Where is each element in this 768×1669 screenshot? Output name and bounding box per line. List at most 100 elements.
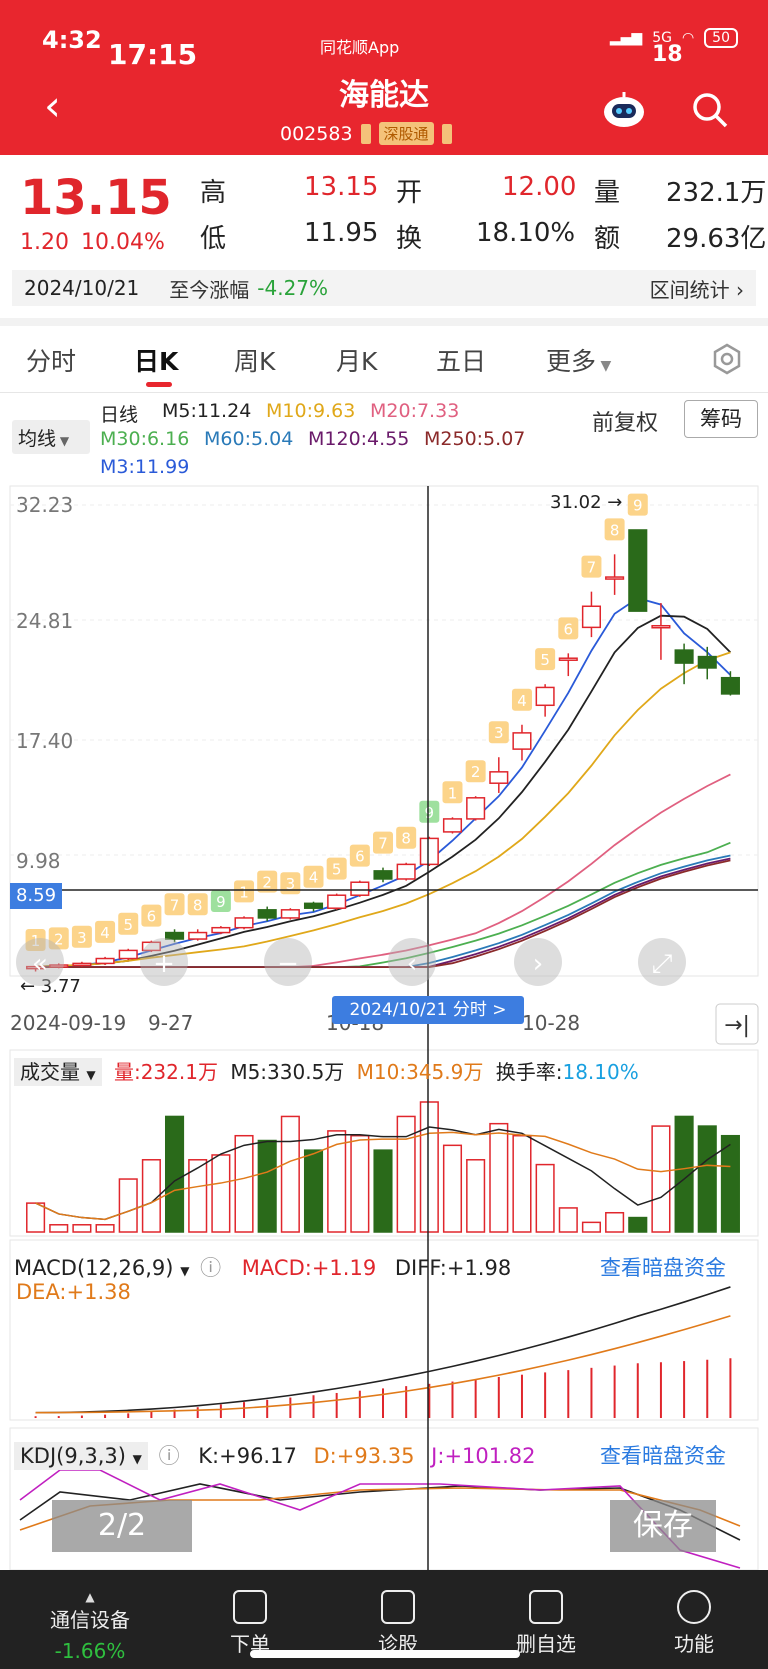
kline-chart[interactable]: 123456789123456789123456789 32.2324.8117… [0, 484, 768, 1570]
dea-line [35, 1315, 731, 1414]
stock-code-line: 002583 深股通 [280, 122, 452, 145]
diagnose-button[interactable]: 诊股 [338, 1590, 458, 1657]
remove-watchlist-button[interactable]: 删自选 [486, 1590, 606, 1657]
volume-header: 成交量 ▼ 量:232.1万 M5:330.5万 M10:345.9万 换手率:… [14, 1056, 639, 1086]
ma30-value: M30:6.16 [100, 428, 190, 450]
count-label-box [465, 760, 486, 783]
count-label-box [118, 912, 139, 935]
count-label-box [558, 617, 579, 640]
ma5-value: M5:11.24 [162, 400, 252, 422]
count-label: 8 [401, 830, 411, 848]
count-label-box [95, 920, 116, 943]
ma-dropdown[interactable]: 均线 ▼ [12, 420, 90, 454]
volume-bar [26, 1202, 46, 1233]
period-tabs: 分时 日K 周K 月K 五日 更多 ▼ [0, 330, 768, 390]
save-button[interactable]: 保存 [610, 1500, 716, 1552]
count-labels: 123456789123456789123456789 [25, 493, 648, 952]
network-label: 5G [652, 30, 672, 46]
jump-end-icon: →| [724, 1013, 750, 1038]
volume-bar [373, 1149, 393, 1233]
count-label-box [349, 844, 370, 867]
count-label: 2 [54, 930, 64, 948]
macd-panel [9, 1239, 759, 1421]
crosshair-price-tag: 8.59 [10, 883, 62, 909]
candle-body [720, 676, 740, 695]
count-label: 5 [540, 651, 550, 669]
low-label: 低 [200, 224, 227, 254]
turnover-value: 18.10% [476, 218, 576, 248]
macd-dark-fund-link[interactable]: 查看暗盘资金 [600, 1256, 726, 1280]
candle-body [188, 931, 208, 940]
candle-body [234, 917, 254, 929]
count-label: 3 [77, 929, 87, 947]
crosshair [10, 486, 758, 1570]
chip-button[interactable]: 筹码 [684, 400, 758, 438]
candle-body [535, 686, 555, 707]
function-button[interactable]: 功能 [634, 1590, 754, 1657]
count-label-box [257, 870, 278, 893]
range-stats-link[interactable]: 区间统计 › [649, 277, 744, 302]
kdj-dropdown[interactable]: KDJ(9,3,3) ▼ [14, 1442, 148, 1470]
tab-daily-k[interactable]: 日K [134, 347, 179, 376]
gear-icon[interactable] [710, 342, 744, 376]
macd-dropdown[interactable]: MACD(12,26,9) ▼ [14, 1256, 190, 1280]
jump-end-button [715, 1003, 759, 1045]
crosshair-date-tag[interactable]: 2024/10/21 分时 > [332, 996, 524, 1024]
sector-info[interactable]: ▲ 通信设备 -1.66% [30, 1590, 150, 1663]
volume-dropdown[interactable]: 成交量 ▼ [14, 1058, 102, 1086]
range-bar[interactable]: 2024/10/21 至今涨幅 -4.27% 区间统计 › [12, 270, 756, 306]
tab-intraday[interactable]: 分时 [26, 347, 77, 376]
prev-icon-bg [388, 938, 436, 986]
count-label: 2 [471, 763, 481, 781]
open-label: 开 [396, 178, 423, 208]
macd-frame [9, 1239, 759, 1421]
y-tick-label: 9.98 [16, 849, 61, 873]
volume-bar [396, 1115, 416, 1233]
volume-bar [697, 1125, 717, 1233]
count-label-box [326, 857, 347, 880]
back-arrow-icon[interactable]: ‹ [44, 81, 61, 130]
high-value: 13.15 [304, 172, 379, 202]
period-label: 日线 [100, 404, 139, 426]
fullscreen-icon-bg [638, 938, 686, 986]
x-axis-label: 9-27 [148, 1011, 193, 1035]
search-icon[interactable] [690, 90, 730, 130]
kline-frame [9, 485, 759, 977]
help-icon[interactable]: ⓘ [200, 1256, 222, 1280]
fast-back-icon: « [32, 949, 48, 979]
tab-weekly-k[interactable]: 周K [234, 347, 276, 376]
diagnose-icon [381, 1590, 415, 1624]
robot-icon[interactable] [600, 90, 648, 130]
adjust-mode[interactable]: 前复权 [592, 411, 659, 436]
tab-more[interactable]: 更多 ▼ [546, 347, 612, 376]
prev-icon: ‹ [407, 949, 417, 979]
stock-title: 海能达 [339, 78, 429, 113]
count-label-box [164, 893, 185, 916]
order-button[interactable]: 下单 [190, 1590, 310, 1657]
low-value: 11.95 [304, 218, 379, 248]
open-value: 12.00 [502, 172, 577, 202]
j-line [19, 1469, 741, 1569]
zoom-out-icon: − [277, 949, 299, 979]
volume-bar [350, 1134, 370, 1233]
volume-frame [9, 1049, 759, 1237]
board-tag[interactable]: 深股通 [378, 122, 434, 145]
candle-body [49, 964, 69, 968]
help-icon[interactable]: ⓘ [158, 1444, 180, 1468]
ma60-value: M60:5.04 [204, 428, 294, 450]
kdj-frame [9, 1427, 759, 1570]
ma20-value: M20:7.33 [370, 400, 460, 422]
d-value: D:+93.35 [313, 1444, 415, 1468]
tab-monthly-k[interactable]: 月K [336, 347, 378, 376]
volume-bar [581, 1221, 602, 1233]
count-label: 9 [216, 893, 226, 911]
kdj-dark-fund-link[interactable]: 查看暗盘资金 [600, 1444, 726, 1468]
count-label: 6 [147, 908, 157, 926]
tab-five-day[interactable]: 五日 [436, 347, 487, 376]
volume-bar [327, 1130, 347, 1233]
volume-bar [558, 1207, 578, 1233]
count-label: 5 [332, 861, 342, 879]
count-label: 1 [448, 784, 458, 802]
count-label: 6 [564, 620, 574, 638]
count-label: 1 [239, 883, 249, 901]
